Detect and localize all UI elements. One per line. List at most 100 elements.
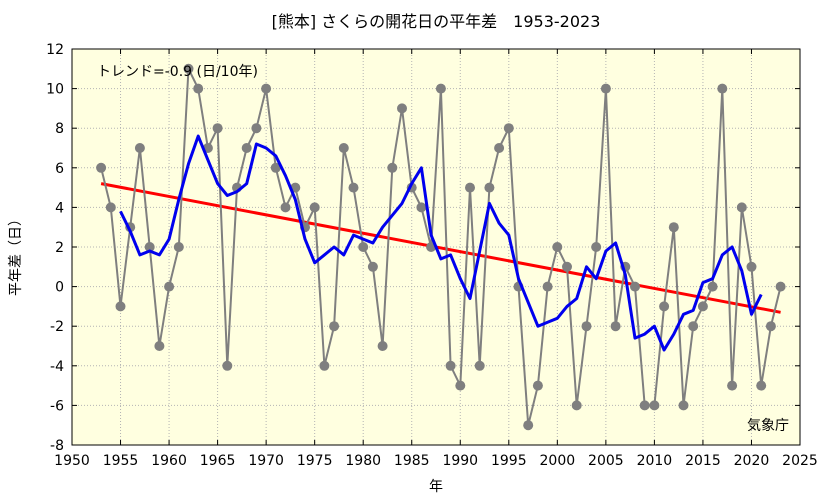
- annual-point: [329, 321, 340, 332]
- annual-point: [610, 321, 621, 332]
- x-tick-label: 1995: [491, 453, 527, 469]
- annual-point: [571, 400, 582, 411]
- y-tick-label: -8: [50, 438, 64, 454]
- annual-point: [319, 360, 330, 371]
- annual-point: [154, 341, 165, 351]
- annual-point: [96, 162, 107, 173]
- x-tick-label: 1990: [442, 453, 478, 469]
- annual-point: [562, 261, 572, 272]
- annual-point: [251, 123, 262, 134]
- x-tick-label: 1955: [103, 453, 139, 469]
- x-tick-label: 1965: [200, 453, 236, 469]
- annual-point: [455, 380, 466, 391]
- annual-point: [688, 321, 699, 332]
- annual-point: [173, 242, 184, 252]
- source-label: 気象庁: [747, 418, 789, 434]
- y-tick-label: -2: [50, 319, 64, 335]
- annual-point: [445, 360, 456, 371]
- annual-point: [581, 321, 592, 332]
- y-tick-label: 6: [55, 161, 64, 177]
- annual-point: [222, 360, 233, 371]
- annual-point: [115, 301, 126, 312]
- annual-point: [736, 202, 747, 213]
- y-tick-label: 8: [55, 121, 64, 137]
- x-tick-label: 1960: [151, 453, 187, 469]
- annual-point: [358, 242, 369, 252]
- annual-point: [134, 143, 145, 153]
- annual-point: [416, 202, 427, 213]
- annual-point: [532, 380, 543, 391]
- trend-line: [100, 182, 781, 314]
- annual-point: [270, 162, 281, 173]
- annual-point: [309, 202, 320, 213]
- y-axis-label: 平年差（日）: [8, 212, 24, 296]
- annual-point: [727, 380, 738, 391]
- plot-frame: [71, 48, 801, 446]
- annual-point: [280, 202, 291, 213]
- y-tick-label: 12: [46, 42, 64, 58]
- annual-point: [649, 400, 660, 411]
- annual-point: [639, 400, 650, 411]
- annual-point: [668, 222, 679, 233]
- x-tick-label: 1950: [54, 453, 90, 469]
- annual-point: [697, 301, 708, 312]
- y-tick-label: -6: [50, 398, 64, 414]
- annual-point: [717, 83, 728, 94]
- moving-average-line: [119, 134, 763, 352]
- y-tick-label: 0: [55, 280, 64, 296]
- x-axis-ticks: 1950 1955 1960 1965 1970 1975 1980 1985 1990 1995…: [54, 49, 818, 469]
- annual-point: [756, 380, 767, 391]
- annual-point: [348, 182, 359, 193]
- x-tick-label: 1985: [394, 453, 430, 469]
- chart-title: [熊本] さくらの開花日の平年差 1953-2023: [272, 12, 601, 31]
- y-tick-label: -4: [50, 359, 64, 375]
- annual-point: [397, 103, 407, 114]
- annual-point: [144, 242, 155, 252]
- annual-point: [630, 281, 640, 292]
- trend-label: トレンド=-0.9 (日/10年): [97, 64, 258, 80]
- annual-point: [164, 281, 175, 292]
- annual-point: [659, 301, 670, 312]
- annual-point: [338, 143, 349, 153]
- annual-point: [474, 360, 485, 371]
- annual-point: [707, 281, 718, 292]
- annual-point: [678, 400, 689, 411]
- annual-point: [387, 162, 398, 173]
- x-tick-label: 2025: [782, 453, 818, 469]
- x-tick-label: 1980: [345, 453, 381, 469]
- annual-series: [96, 63, 786, 431]
- annual-point: [494, 143, 505, 153]
- x-tick-label: 2000: [540, 453, 576, 469]
- x-tick-label: 1970: [248, 453, 284, 469]
- annual-point: [377, 341, 388, 351]
- x-tick-label: 2020: [734, 453, 770, 469]
- annual-point: [261, 83, 272, 94]
- annual-point: [591, 242, 602, 252]
- x-axis-label: 年: [429, 479, 443, 495]
- annual-point: [542, 281, 553, 292]
- annual-point: [600, 83, 611, 94]
- annual-point: [183, 63, 194, 74]
- y-tick-label: 4: [55, 200, 64, 216]
- y-axis-ticks: -8 -6 -4 -2 0 2 4 6 8 10 12: [46, 42, 800, 454]
- annual-point: [484, 182, 495, 193]
- annual-point: [746, 261, 757, 272]
- annual-point: [775, 281, 786, 292]
- annual-point: [552, 242, 563, 252]
- annual-point: [193, 83, 204, 94]
- y-tick-label: 2: [55, 240, 64, 256]
- x-tick-label: 2015: [685, 453, 721, 469]
- moving-average-series: [119, 134, 763, 352]
- x-tick-label: 2010: [637, 453, 673, 469]
- annual-point: [105, 202, 116, 213]
- annual-point: [765, 321, 776, 332]
- annual-point: [523, 420, 534, 431]
- x-tick-label: 2005: [588, 453, 624, 469]
- trend-series: [100, 182, 781, 314]
- x-tick-label: 1975: [297, 453, 333, 469]
- y-tick-label: 10: [46, 82, 64, 98]
- annual-point: [435, 83, 446, 94]
- annual-point: [212, 123, 223, 134]
- annual-point: [503, 123, 514, 134]
